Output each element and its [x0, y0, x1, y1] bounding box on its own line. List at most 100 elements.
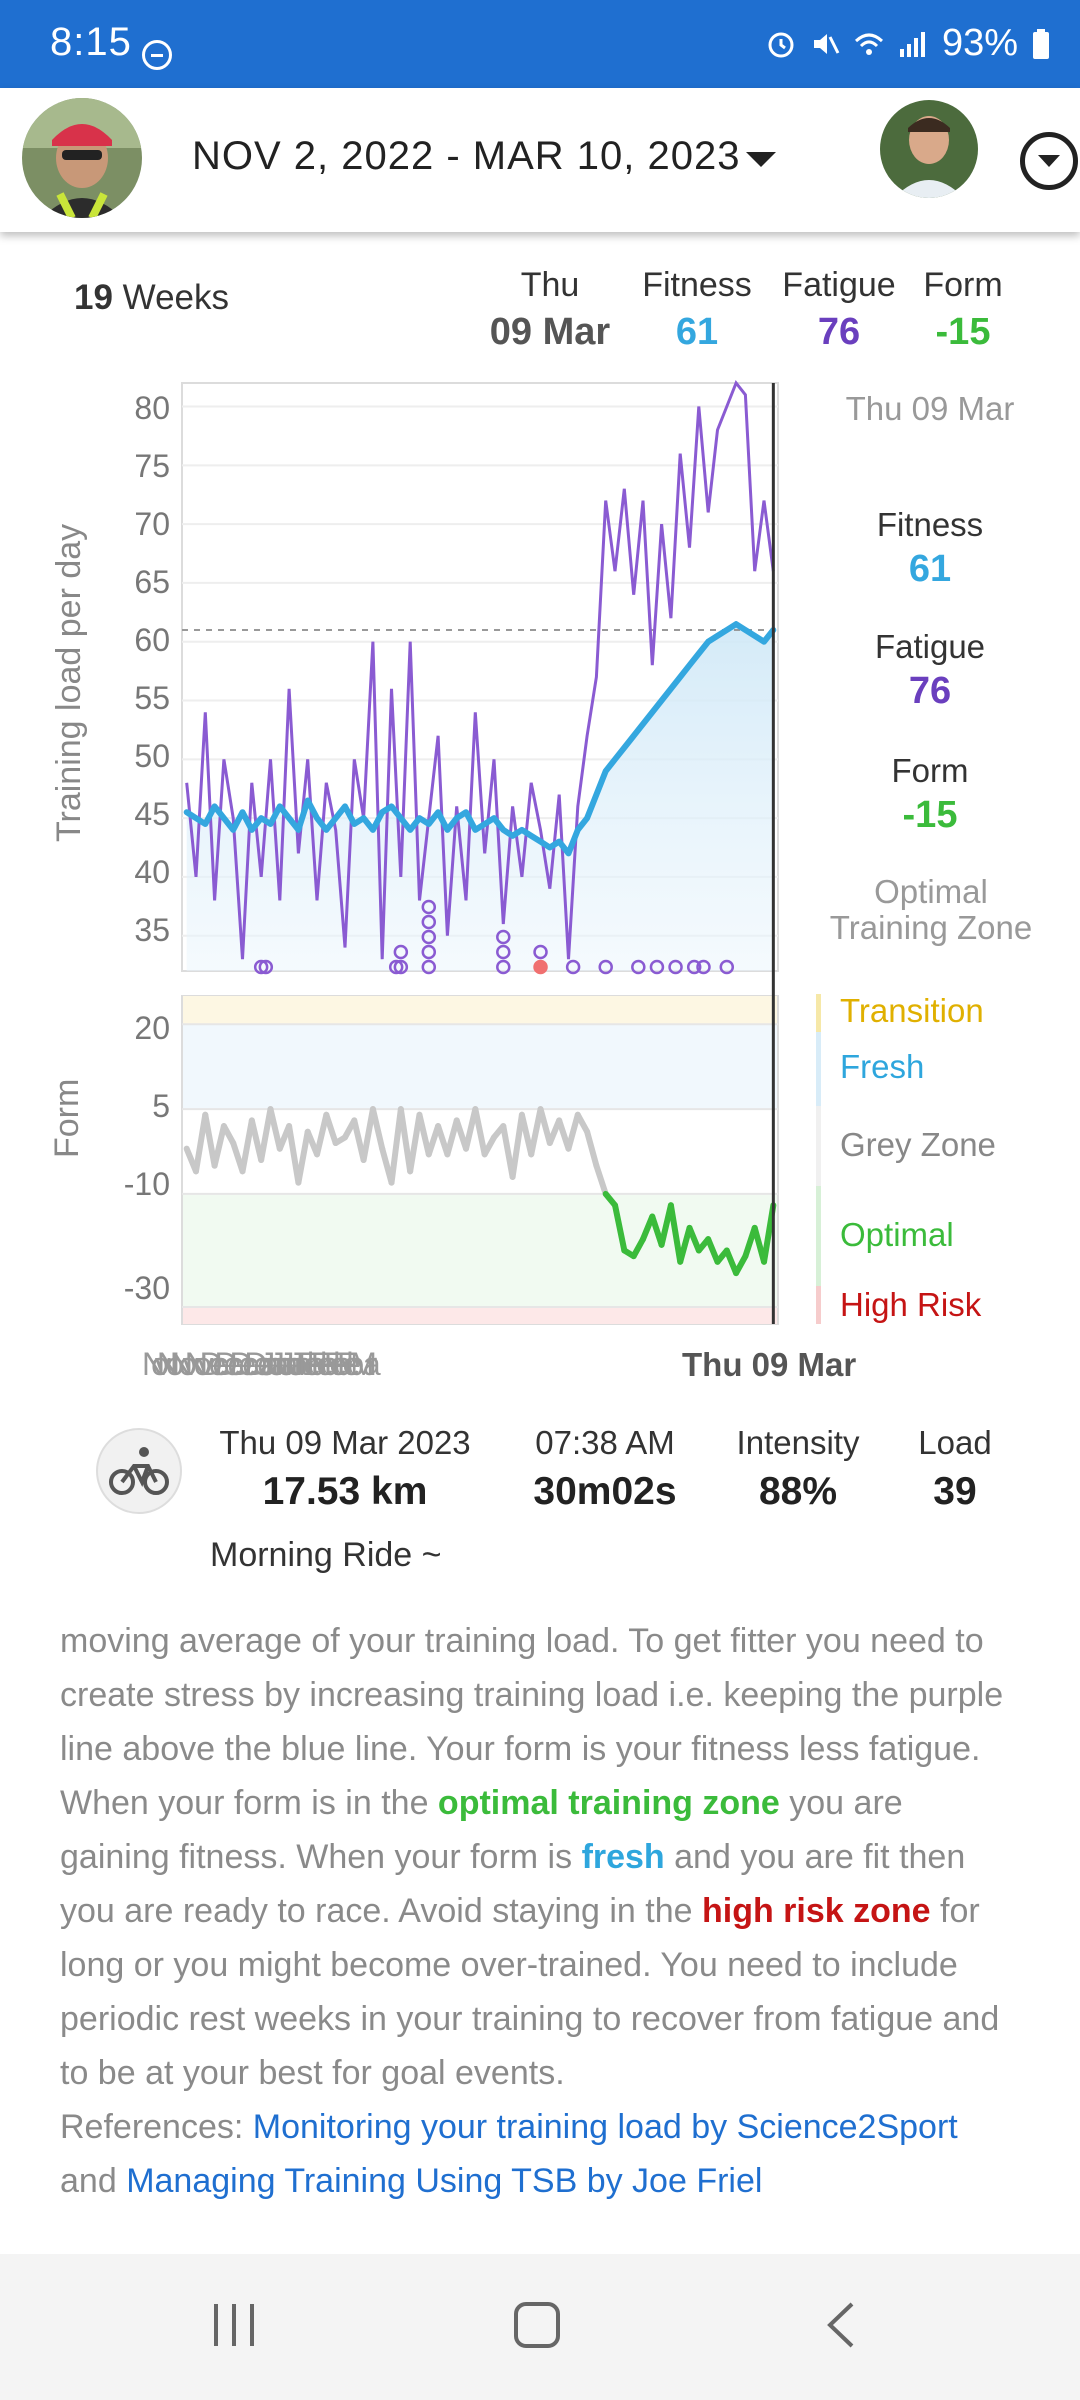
- form-segment: [528, 1106, 544, 1158]
- activity-load: Load 39: [918, 1424, 992, 1513]
- recent-apps-icon[interactable]: [210, 2300, 260, 2350]
- bicycle-icon[interactable]: [96, 1428, 182, 1514]
- legend-fatigue: Fatigue 76: [874, 628, 986, 712]
- activity-marker[interactable]: [393, 959, 409, 975]
- form-segment: [509, 1111, 525, 1180]
- activity-marker[interactable]: [496, 959, 511, 975]
- date-range-selector[interactable]: NOV 2, 2022 - MAR 10, 2023: [192, 134, 741, 178]
- mute-icon: [813, 33, 840, 54]
- fresh-zone-bar: [816, 1032, 821, 1106]
- activity-marker[interactable]: [649, 959, 665, 975]
- activity-marker[interactable]: [565, 959, 581, 975]
- selected-date-header: Thu 09 Mar: [489, 266, 611, 353]
- activity-marker[interactable]: [421, 959, 437, 975]
- navigation-bar: [0, 2254, 1080, 2400]
- activity-marker[interactable]: [696, 959, 711, 975]
- activity-intensity: Intensity 88%: [736, 1424, 860, 1513]
- activity-marker[interactable]: [496, 944, 511, 960]
- reference-link-science2sport[interactable]: Monitoring your training load by Science…: [252, 2108, 958, 2146]
- legend-optimal-zone: Optimal Training Zone: [829, 873, 1033, 946]
- activity-date-distance[interactable]: Thu 09 Mar 2023 17.53 km: [219, 1424, 471, 1513]
- activity-marker[interactable]: [668, 959, 683, 975]
- form-segment: [481, 1134, 497, 1158]
- grey-zone-bar: [816, 1106, 821, 1186]
- activity-marker[interactable]: [421, 899, 437, 915]
- form-zone-bands: [183, 996, 777, 1324]
- form-segment: [705, 1236, 721, 1265]
- form-segment: [565, 1111, 581, 1152]
- form-segment: [472, 1106, 488, 1158]
- activity-marker[interactable]: [421, 944, 437, 960]
- zone-grey-label: Grey Zone: [840, 1126, 996, 1163]
- legend-date: Thu 09 Mar: [845, 390, 1015, 427]
- form-segment: [202, 1111, 218, 1169]
- athlete-avatar[interactable]: [880, 100, 978, 198]
- form-segment: [360, 1106, 376, 1163]
- form-segment: [239, 1117, 255, 1175]
- optimal-zone-bar: [816, 1186, 821, 1286]
- activity-time-duration: 07:38 AM 30m02s: [533, 1424, 677, 1513]
- form-chart-grid: [182, 1023, 778, 1309]
- battery-icon: [1033, 28, 1049, 59]
- app-bar: NOV 2, 2022 - MAR 10, 2023: [0, 88, 1080, 232]
- activity-marker[interactable]: [421, 929, 437, 945]
- high-risk-highlight: high risk zone: [701, 1892, 931, 1930]
- reference-link-joe-friel[interactable]: Managing Training Using TSB by Joe Friel: [126, 2162, 763, 2200]
- form-segment: [686, 1224, 702, 1254]
- activity-name[interactable]: Morning Ride ~: [210, 1536, 442, 1574]
- high-risk-zone-bar: [816, 1286, 821, 1324]
- form-segment: [593, 1162, 609, 1197]
- form-segment: [574, 1111, 591, 1135]
- caret-down-icon[interactable]: [746, 152, 776, 167]
- description-text: moving average of your training load. To…: [60, 1622, 1004, 2200]
- activity-marker[interactable]: [393, 944, 409, 960]
- battery-percent: 93%: [941, 22, 1018, 64]
- activity-marker[interactable]: [533, 959, 548, 975]
- activity-marker[interactable]: [421, 914, 437, 930]
- activity-markers[interactable]: [253, 899, 735, 975]
- fresh-band: [183, 1024, 777, 1110]
- activity-marker[interactable]: [533, 944, 548, 960]
- form-segment: [369, 1106, 386, 1152]
- form-segment: [407, 1111, 423, 1175]
- training-load-chart[interactable]: [0, 0, 1080, 1400]
- form-segment: [258, 1106, 274, 1163]
- form-segment: [286, 1123, 302, 1186]
- activity-marker[interactable]: [598, 959, 613, 975]
- activity-marker[interactable]: [686, 959, 702, 975]
- activity-marker[interactable]: [253, 959, 269, 975]
- transition-zone-bar: [816, 994, 821, 1032]
- activity-marker[interactable]: [388, 959, 404, 975]
- fitness-area: [186, 624, 774, 971]
- form-segment: [444, 1117, 460, 1158]
- legend-form: Form -15: [891, 752, 969, 836]
- fitness-series-line: [183, 621, 777, 857]
- wifi-icon: [854, 33, 883, 55]
- transition-band: [183, 996, 777, 1025]
- do-not-disturb-icon: [142, 40, 172, 70]
- fresh-highlight: fresh: [581, 1838, 665, 1876]
- activity-marker[interactable]: [719, 959, 735, 975]
- x-axis-selected-tick: Thu 09 Mar: [682, 1346, 857, 1383]
- zone-high-risk-label: High Risk: [840, 1286, 982, 1323]
- form-segment: [267, 1106, 283, 1152]
- form-segment: [295, 1128, 311, 1186]
- activity-marker[interactable]: [631, 959, 646, 975]
- signal-icon: [899, 31, 925, 57]
- zone-transition-label: Transition: [840, 992, 984, 1029]
- zone-optimal-label: Optimal: [840, 1216, 954, 1253]
- fatigue-header: Fatigue 76: [782, 266, 896, 353]
- home-icon[interactable]: [512, 2300, 562, 2350]
- fatigue-series-line: [185, 380, 775, 960]
- back-icon[interactable]: [818, 2300, 868, 2350]
- form-segment: [416, 1111, 432, 1158]
- activity-marker[interactable]: [496, 929, 511, 945]
- status-icons: 93%: [766, 22, 1050, 65]
- dropdown-menu-icon[interactable]: [1020, 132, 1078, 190]
- form-segment: [192, 1111, 209, 1175]
- form-segment: [761, 1202, 777, 1265]
- legend-fitness: Fitness 61: [876, 506, 984, 590]
- form-segment: [630, 1236, 646, 1260]
- activity-marker[interactable]: [258, 959, 274, 975]
- weeks-count: 19 Weeks: [74, 278, 230, 317]
